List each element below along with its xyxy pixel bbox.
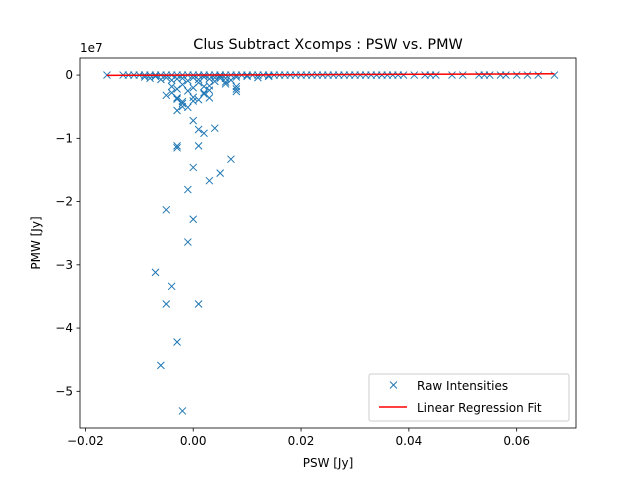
legend: Raw Intensities Linear Regression Fit <box>368 373 570 422</box>
data-point <box>426 71 435 79</box>
plot-frame <box>79 57 577 429</box>
y-tick-label: −5 <box>55 384 73 398</box>
data-point <box>183 238 192 246</box>
y-tick-label: −4 <box>55 321 73 335</box>
regression-line <box>106 73 555 77</box>
data-point <box>210 124 219 133</box>
y-tick-label: −2 <box>55 195 73 209</box>
y-axis-label: PMW [Jy] <box>29 216 43 269</box>
data-point <box>194 75 203 84</box>
data-point <box>162 300 171 308</box>
y-tick-label: −1 <box>55 131 73 145</box>
data-point <box>232 87 241 96</box>
data-point <box>194 78 203 87</box>
data-point <box>421 71 429 79</box>
legend-box <box>368 373 570 422</box>
x-tick-label: 0.00 <box>180 434 207 448</box>
marks-layer <box>103 71 559 415</box>
data-point <box>502 71 510 79</box>
data-point <box>178 102 187 111</box>
data-point <box>162 205 171 214</box>
y-offset-label: 1e7 <box>80 41 103 55</box>
data-point <box>178 99 187 108</box>
x-tick-label: 0.06 <box>503 434 530 448</box>
plot-area <box>80 58 576 428</box>
data-point <box>189 215 198 224</box>
x-tick-label: −0.02 <box>67 434 104 448</box>
data-point <box>264 72 273 81</box>
data-point <box>173 143 181 152</box>
data-point <box>485 71 494 79</box>
data-point <box>194 300 203 308</box>
data-point <box>227 76 235 84</box>
data-point <box>189 93 198 102</box>
y-tick-label: 0 <box>65 68 73 82</box>
data-point <box>173 85 181 93</box>
data-point <box>534 71 543 79</box>
data-point <box>221 74 230 83</box>
data-point <box>178 80 187 89</box>
data-point <box>183 76 192 85</box>
ticks-layer: −0.02 0.00 0.02 0.04 0.06 0 −1 −2 −3 −4 −5 <box>55 68 530 448</box>
data-point <box>151 72 160 81</box>
data-point <box>475 71 483 79</box>
y-tick-label: −3 <box>55 258 73 272</box>
data-point <box>221 78 230 86</box>
data-point <box>200 129 208 138</box>
chart-title: Clus Subtract Xcomps : PSW vs. PMW <box>193 37 462 53</box>
data-point <box>480 71 489 79</box>
data-point <box>216 74 225 83</box>
data-point <box>194 95 203 104</box>
x-tick-label: 0.04 <box>396 434 423 448</box>
data-point <box>458 71 467 79</box>
x-tick-label: 0.02 <box>288 434 315 448</box>
data-point <box>167 82 176 91</box>
data-point <box>194 142 203 150</box>
legend-marker-raw-intensities <box>389 381 398 389</box>
data-point <box>399 71 408 79</box>
data-point <box>200 82 208 91</box>
data-point <box>205 93 214 102</box>
data-point <box>232 85 241 93</box>
data-point <box>167 282 176 291</box>
data-point <box>410 71 419 79</box>
data-point <box>205 176 214 185</box>
data-point <box>227 155 235 164</box>
data-point <box>448 71 456 79</box>
data-point <box>178 74 187 83</box>
data-point <box>183 87 192 95</box>
data-point <box>523 71 532 79</box>
data-point <box>550 71 559 79</box>
data-point <box>512 71 521 79</box>
data-point <box>183 185 192 194</box>
data-point <box>173 95 181 103</box>
data-point <box>173 338 181 346</box>
data-point <box>162 91 171 100</box>
data-point <box>157 75 165 84</box>
data-point <box>178 407 187 415</box>
x-axis-label: PSW [Jy] <box>303 456 354 470</box>
data-point <box>210 77 219 86</box>
data-point <box>216 169 225 177</box>
legend-label-regression: Linear Regression Fit <box>417 401 542 415</box>
data-point <box>189 163 198 172</box>
data-point <box>173 106 181 115</box>
data-point <box>157 361 165 370</box>
data-point <box>431 71 440 79</box>
data-point <box>189 116 198 125</box>
data-point <box>173 142 181 150</box>
data-point <box>151 268 160 277</box>
legend-label-raw-intensities: Raw Intensities <box>417 379 508 393</box>
data-point <box>496 71 505 79</box>
data-point <box>205 86 214 95</box>
data-point <box>243 72 251 81</box>
data-point <box>194 125 203 134</box>
